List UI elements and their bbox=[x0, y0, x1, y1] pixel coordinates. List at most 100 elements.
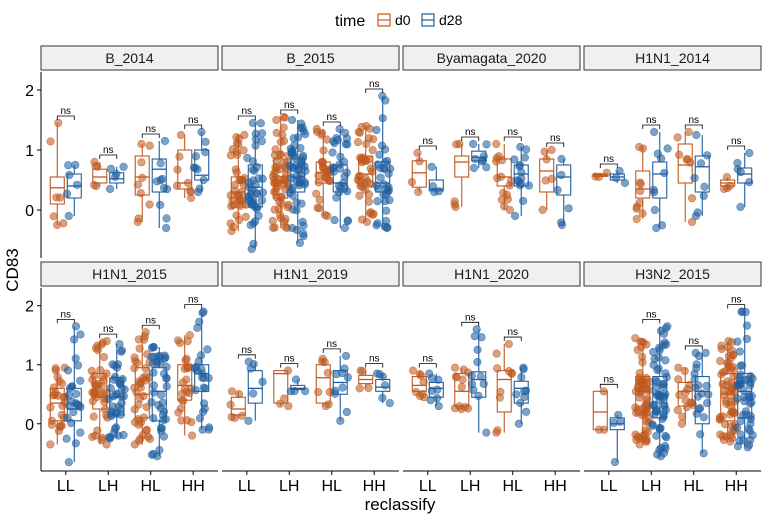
box-iqr bbox=[652, 375, 668, 419]
group-LH: ns bbox=[632, 115, 672, 233]
data-point bbox=[73, 361, 83, 370]
points-d28 bbox=[372, 369, 394, 408]
data-point bbox=[683, 155, 692, 164]
facet-strip bbox=[402, 261, 581, 287]
data-point bbox=[482, 163, 491, 172]
data-point bbox=[107, 407, 116, 416]
data-point bbox=[450, 363, 460, 372]
data-point bbox=[64, 211, 73, 221]
data-point bbox=[299, 221, 308, 230]
data-point bbox=[270, 223, 279, 232]
data-point bbox=[380, 381, 390, 390]
box-d0 bbox=[411, 370, 427, 398]
box-d28 bbox=[737, 311, 753, 448]
data-point bbox=[675, 150, 684, 159]
data-point bbox=[364, 134, 374, 143]
bracket-line bbox=[461, 136, 480, 141]
group-LH: ns bbox=[268, 100, 310, 248]
data-point bbox=[191, 152, 201, 161]
data-point bbox=[673, 406, 682, 415]
group-LH: ns bbox=[631, 309, 672, 461]
data-point bbox=[741, 407, 751, 416]
data-point bbox=[736, 361, 745, 371]
data-point bbox=[120, 385, 129, 394]
x-tick-label: HH bbox=[363, 478, 386, 495]
group-HH: ns bbox=[353, 79, 395, 233]
significance-bracket: ns bbox=[184, 295, 203, 309]
data-point bbox=[633, 345, 642, 355]
x-tick-label: HH bbox=[725, 478, 748, 495]
data-point bbox=[292, 198, 301, 207]
data-point bbox=[343, 216, 353, 225]
data-point bbox=[510, 155, 519, 164]
points-d0 bbox=[46, 118, 68, 230]
significance-label: ns bbox=[284, 100, 295, 111]
y-axis-title: CD83 bbox=[3, 248, 22, 291]
box-iqr bbox=[375, 161, 391, 193]
x-tick-label: HH bbox=[544, 478, 567, 495]
box-iqr bbox=[151, 158, 167, 193]
data-point bbox=[63, 366, 73, 375]
data-point bbox=[110, 361, 119, 370]
data-point bbox=[332, 134, 341, 143]
data-point bbox=[482, 428, 491, 437]
data-point bbox=[433, 393, 442, 403]
significance-label: ns bbox=[369, 354, 380, 365]
significance-bracket: ns bbox=[141, 315, 160, 330]
box-d28 bbox=[66, 326, 82, 463]
data-point bbox=[286, 161, 295, 170]
data-point bbox=[692, 130, 701, 140]
facet-strip bbox=[40, 45, 219, 71]
data-point bbox=[678, 412, 687, 421]
data-point bbox=[375, 150, 384, 159]
box-iqr bbox=[66, 387, 82, 422]
data-point bbox=[201, 137, 210, 146]
points-d0 bbox=[450, 139, 464, 212]
bracket-line bbox=[727, 145, 746, 150]
data-point bbox=[279, 180, 289, 189]
points-d28 bbox=[152, 136, 172, 233]
data-point bbox=[201, 147, 210, 157]
bracket-line bbox=[684, 345, 703, 350]
data-point bbox=[76, 330, 85, 339]
data-point bbox=[186, 186, 195, 195]
data-point bbox=[99, 353, 109, 362]
data-point bbox=[547, 174, 556, 183]
data-point bbox=[364, 190, 374, 199]
x-tick-label: LL bbox=[57, 478, 75, 495]
bracket-line bbox=[141, 324, 160, 330]
group-HL: ns bbox=[312, 112, 353, 233]
data-point bbox=[745, 178, 754, 187]
significance-bracket: ns bbox=[280, 100, 299, 114]
data-point bbox=[353, 138, 363, 147]
points-d28 bbox=[191, 307, 214, 434]
data-point bbox=[55, 193, 65, 202]
data-point bbox=[702, 381, 711, 391]
data-point bbox=[142, 426, 151, 435]
data-point bbox=[338, 383, 347, 392]
group-LL: ns bbox=[407, 136, 444, 197]
significance-bracket: ns bbox=[237, 345, 256, 359]
data-point bbox=[119, 430, 128, 440]
group-HL: ns bbox=[492, 127, 534, 221]
data-point bbox=[519, 196, 528, 206]
data-point bbox=[106, 384, 115, 393]
data-point bbox=[521, 407, 531, 416]
box-iqr bbox=[315, 364, 331, 404]
significance-bracket: ns bbox=[684, 115, 703, 129]
box-d28 bbox=[609, 414, 625, 463]
data-point bbox=[71, 354, 80, 363]
significance-label: ns bbox=[603, 374, 614, 385]
significance-label: ns bbox=[603, 154, 614, 165]
data-point bbox=[99, 376, 108, 385]
data-point bbox=[538, 205, 547, 215]
data-point bbox=[699, 191, 708, 200]
legend-items: d0 d28 bbox=[377, 12, 463, 28]
data-point bbox=[227, 387, 237, 396]
data-point bbox=[105, 184, 115, 194]
data-point bbox=[675, 390, 684, 400]
points-d0 bbox=[312, 124, 335, 221]
data-point bbox=[328, 148, 337, 157]
data-point bbox=[648, 421, 657, 430]
